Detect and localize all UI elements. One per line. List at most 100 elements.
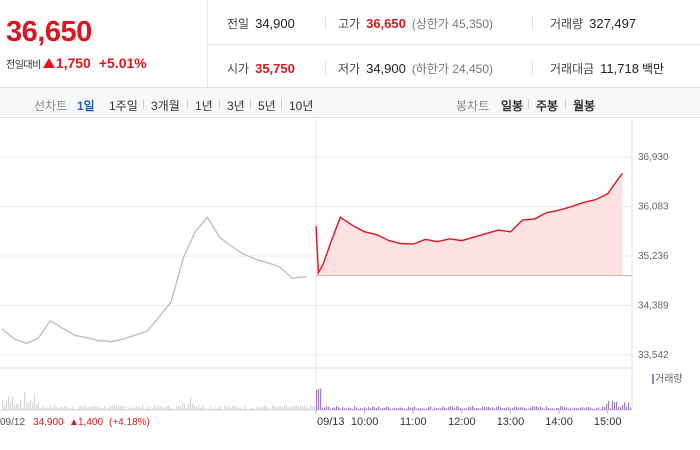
volume-bar — [368, 406, 370, 410]
volume-bar — [580, 407, 582, 410]
volume-bar — [34, 394, 36, 410]
volume-bar — [396, 408, 398, 410]
volume-bar — [146, 407, 148, 410]
volume-bar — [472, 406, 474, 410]
volume-bar — [142, 405, 144, 410]
volume-bar — [502, 407, 504, 410]
volume-bar — [178, 406, 180, 410]
volume-bar — [424, 408, 426, 410]
volume-bar — [280, 406, 282, 410]
volume-bars — [2, 374, 654, 410]
prev-day-line — [1, 216, 307, 345]
volume-bar — [94, 405, 96, 410]
volume-bar — [518, 407, 520, 410]
volume-bar — [422, 407, 424, 410]
tab-daily-candle[interactable]: 일봉 — [501, 99, 524, 113]
volume-bar — [530, 407, 532, 410]
volume-bar — [276, 407, 278, 410]
chart-lines — [1, 172, 632, 345]
volume-bar — [198, 405, 200, 410]
volume-bar — [366, 408, 368, 410]
x-axis-labels: 09/13 10:00 11:00 12:00 13:00 14:00 15:00 — [315, 410, 621, 428]
volume-bar — [470, 407, 472, 410]
change-label: 전일대비 — [6, 59, 41, 71]
volume-bar — [336, 406, 338, 410]
volume-bar — [376, 407, 378, 410]
volume-bar — [344, 408, 346, 410]
volume-bar — [98, 407, 100, 410]
volume-bar — [512, 407, 514, 410]
quote-header: 36,650 전일대비 1,750 +5.01% 전일 34,900 고가 36… — [0, 0, 700, 88]
volume-bar — [66, 406, 68, 410]
volume-bar — [618, 407, 620, 410]
volume-bar — [286, 405, 288, 410]
volume-bar — [264, 405, 266, 410]
volume-bar — [254, 408, 256, 410]
volume-bar — [438, 407, 440, 410]
volume-bar — [22, 407, 24, 410]
volume-bar — [386, 406, 388, 410]
volume-bar — [610, 408, 612, 410]
volume-bar — [64, 405, 66, 410]
divider — [219, 99, 220, 109]
volume-bar — [328, 406, 330, 410]
volume-bar — [400, 407, 402, 410]
volume-bar — [204, 408, 206, 410]
prev-day-change: 1,400 — [78, 417, 103, 428]
volume-bar — [232, 405, 234, 410]
volume-bar — [414, 406, 416, 410]
volume-bar — [356, 407, 358, 410]
volume-bar — [436, 408, 438, 410]
volume-bar — [520, 407, 522, 410]
y-tick-label: 34,389 — [638, 301, 669, 312]
prev-day-summary: 09/12 34,900 ▲ 1,400 (+4.18%) — [0, 417, 150, 428]
volume-bar — [616, 401, 618, 410]
volume-bar — [174, 408, 176, 410]
volume-bar — [604, 406, 606, 410]
volume-bar — [32, 402, 34, 410]
volume-bar — [506, 407, 508, 410]
volume-bar — [582, 407, 584, 410]
tab-1d[interactable]: 1일 — [77, 99, 95, 113]
volume-bar — [284, 405, 286, 410]
volume-bar — [536, 406, 538, 410]
volume-bar — [552, 408, 554, 410]
tab-3y[interactable]: 3년 — [227, 99, 245, 113]
volume-bar — [574, 407, 576, 410]
volume-bar — [466, 408, 468, 410]
tab-1y[interactable]: 1년 — [195, 99, 213, 113]
volume-bar — [288, 407, 290, 410]
stats-divider — [208, 44, 700, 45]
volume-bar — [190, 397, 192, 410]
volume-bar — [460, 407, 462, 410]
tab-1w[interactable]: 1주일 — [109, 99, 138, 113]
volume-bar — [132, 408, 134, 410]
volume-bar — [40, 408, 42, 410]
volume-bar — [480, 408, 482, 410]
tab-weekly-candle[interactable]: 주봉 — [536, 99, 559, 113]
change-value: 1,750 — [55, 55, 91, 71]
stat-prev-close: 전일 34,900 — [227, 15, 295, 32]
volume-bar — [554, 408, 556, 410]
volume-bar — [50, 405, 52, 410]
volume-bar — [568, 408, 570, 410]
volume-bar — [446, 408, 448, 410]
tab-10y[interactable]: 10년 — [289, 99, 314, 113]
volume-bar — [88, 407, 90, 410]
tab-monthly-candle[interactable]: 월봉 — [573, 99, 596, 113]
tab-3m[interactable]: 3개월 — [151, 99, 180, 113]
tab-5y[interactable]: 5년 — [258, 99, 276, 113]
price-chart: 36,930 36,083 35,236 34,389 33,542 09/13 10:0… — [0, 118, 683, 428]
volume-bar — [350, 408, 352, 410]
volume-bar — [140, 407, 142, 410]
volume-bar — [476, 407, 478, 410]
volume-bar — [550, 408, 552, 410]
volume-bar — [364, 407, 366, 410]
divider — [250, 99, 251, 109]
volume-bar — [420, 408, 422, 410]
divider — [143, 99, 144, 109]
volume-bar — [270, 408, 272, 410]
prev-day-change-pct: (+4.18%) — [109, 417, 150, 428]
volume-bar — [382, 407, 384, 410]
